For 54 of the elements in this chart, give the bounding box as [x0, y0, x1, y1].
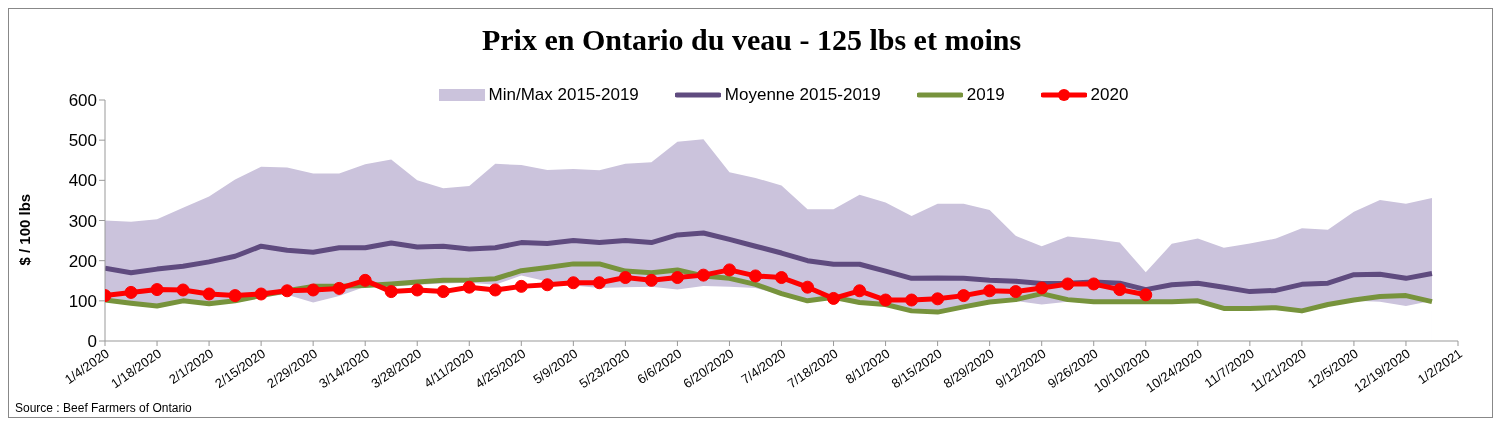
y-tick-label: 400 [68, 171, 97, 191]
point [644, 273, 658, 287]
point [332, 281, 346, 295]
point [618, 271, 632, 285]
point [462, 280, 476, 294]
point [1061, 277, 1075, 291]
point [566, 276, 580, 290]
y-tick-label: 100 [68, 291, 97, 311]
chart-title: Prix en Ontario du veau - 125 lbs et moins [480, 23, 1023, 57]
point [722, 263, 736, 277]
point [983, 284, 997, 298]
point [775, 271, 788, 285]
point [228, 289, 242, 303]
point [150, 283, 164, 297]
point [853, 284, 867, 298]
legend-label: 2020 [1090, 85, 1129, 105]
point [696, 268, 710, 282]
point [1113, 283, 1127, 297]
point [827, 291, 841, 305]
point [1035, 281, 1049, 295]
y-tick-label: 600 [68, 91, 97, 111]
y-tick-label: 500 [68, 131, 97, 151]
legend-label: Moyenne 2015-2019 [724, 85, 881, 105]
source-note: Source : Beef Farmers of Ontario [15, 401, 192, 415]
point [488, 283, 502, 297]
point [592, 276, 606, 290]
point [879, 293, 893, 307]
point [801, 280, 815, 294]
point [254, 287, 268, 301]
point [748, 269, 762, 283]
point [410, 283, 424, 297]
y-tick-label: 300 [68, 211, 97, 231]
point [1139, 288, 1153, 302]
point [540, 278, 554, 292]
point [384, 285, 398, 299]
y-tick-label: 200 [68, 251, 97, 271]
point [358, 273, 372, 287]
point [436, 285, 450, 299]
y-axis-title: $ / 100 lbs [16, 193, 34, 266]
point [176, 283, 190, 297]
point [280, 284, 294, 298]
point [514, 279, 528, 293]
point [931, 292, 945, 306]
point [670, 271, 684, 285]
point [124, 285, 138, 299]
point [306, 283, 320, 297]
y-tick-label: 0 [87, 332, 97, 352]
point [202, 287, 216, 301]
legend-label: Min/Max 2015-2019 [488, 85, 639, 105]
point [1009, 285, 1023, 299]
point [957, 289, 971, 303]
point [1087, 277, 1101, 291]
point [905, 293, 919, 307]
legend-label: 2019 [966, 85, 1005, 105]
